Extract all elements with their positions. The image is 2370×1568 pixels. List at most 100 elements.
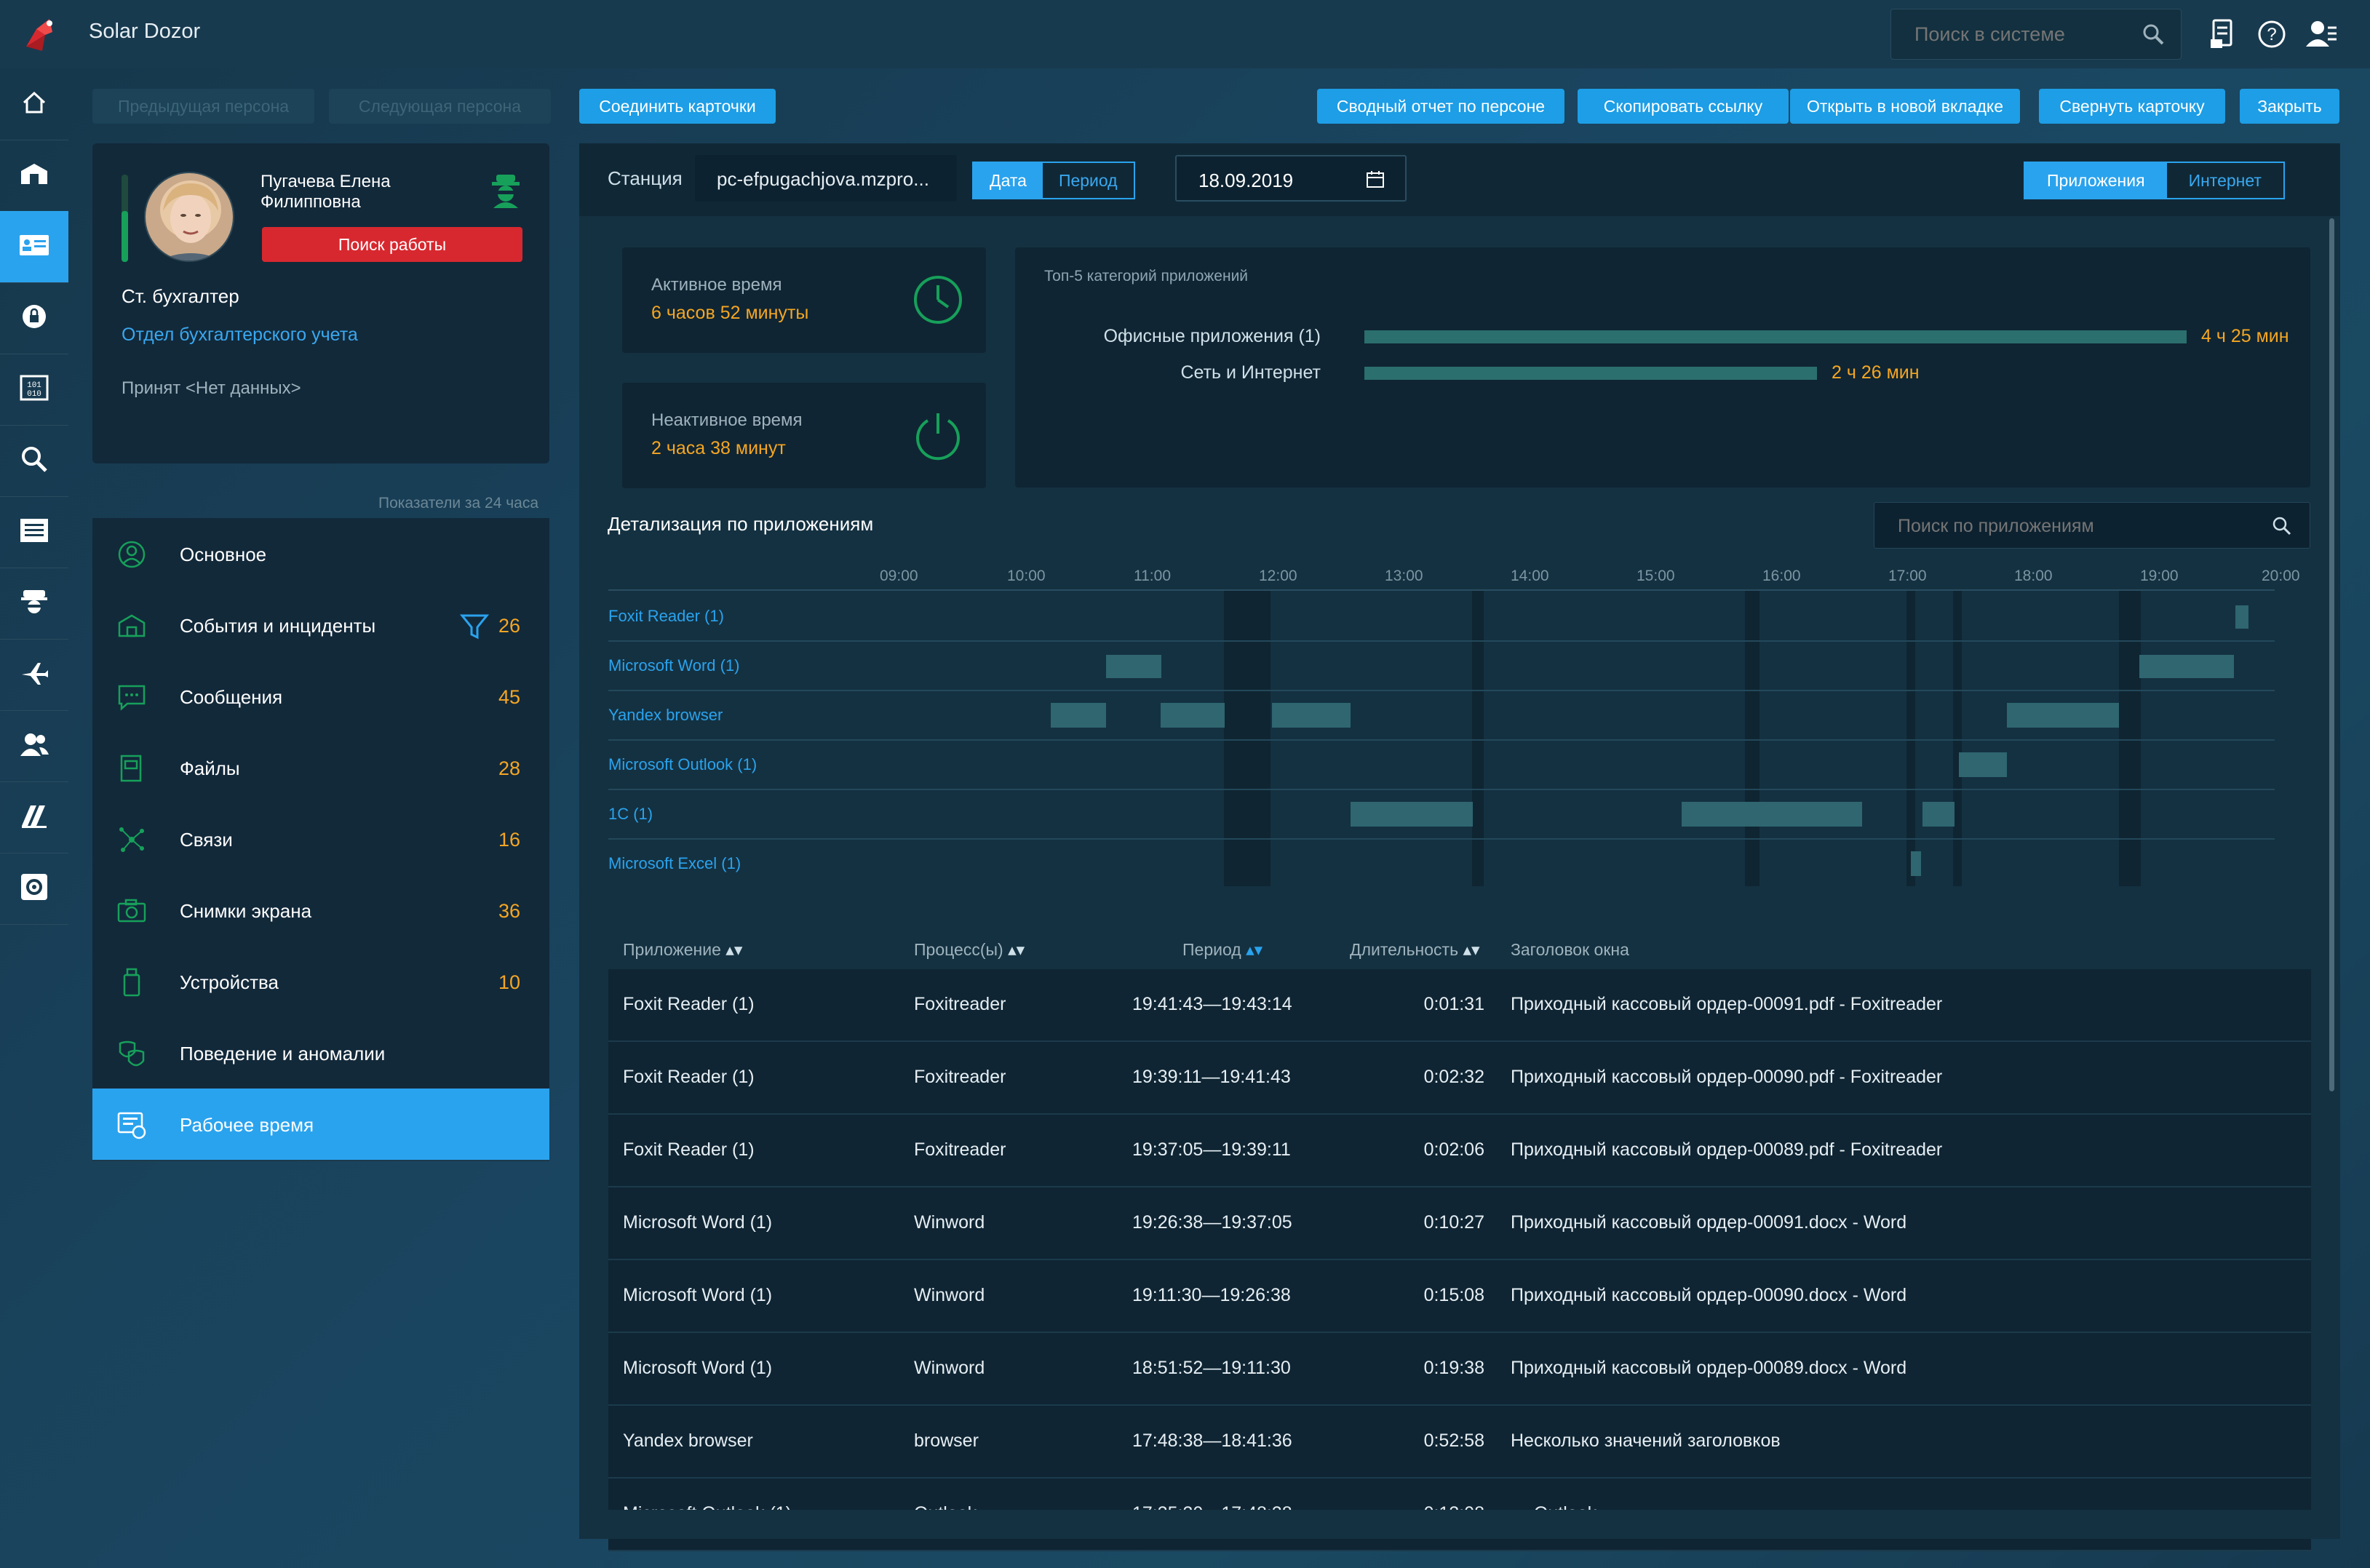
nav-binary[interactable]: 101 010	[0, 354, 68, 426]
menu-item-messages[interactable]: Сообщения 45	[92, 661, 549, 733]
nav-home[interactable]	[0, 68, 68, 140]
nav-search[interactable]	[0, 425, 68, 497]
power-icon	[912, 409, 964, 465]
prev-person-button[interactable]: Предыдущая персона	[92, 89, 314, 124]
nav-library[interactable]	[0, 781, 68, 853]
nav-agents[interactable]	[0, 568, 68, 640]
open-new-tab-button[interactable]: Открыть в новой вкладке	[1790, 89, 2020, 124]
sort-icon[interactable]: ▴▾	[725, 940, 743, 959]
table-row[interactable]: Microsoft Word (1) Winword 19:11:30—19:26:…	[608, 1260, 2311, 1333]
usage-segment[interactable]	[2007, 703, 2119, 728]
cell-process: Winword	[914, 1212, 985, 1233]
sort-icon[interactable]: ▴▾	[1246, 940, 1263, 959]
top5-categories-card: Топ-5 категорий приложений Офисные прило…	[1015, 247, 2310, 487]
table-row[interactable]: Foxit Reader (1) Foxitreader 19:41:43—19:4…	[608, 969, 2311, 1042]
sort-icon[interactable]: ▴▾	[1008, 940, 1025, 959]
cell-app: Foxit Reader (1)	[623, 1139, 755, 1160]
network-icon	[117, 825, 146, 854]
timeline-row-label[interactable]: Microsoft Excel (1)	[608, 854, 741, 872]
table-row[interactable]: Foxit Reader (1) Foxitreader 19:37:05—19:3…	[608, 1115, 2311, 1187]
summary-report-button[interactable]: Сводный отчет по персоне	[1317, 89, 1564, 124]
menu-item-worktime[interactable]: Рабочее время	[92, 1089, 549, 1161]
nav-users[interactable]	[0, 710, 68, 782]
copy-link-button[interactable]: Скопировать ссылку	[1578, 89, 1789, 124]
inactive-shade	[2119, 591, 2141, 886]
menu-item-links[interactable]: Связи 16	[92, 803, 549, 876]
search-icon[interactable]	[2142, 23, 2165, 49]
collapse-card-button[interactable]: Свернуть карточку	[2039, 89, 2225, 124]
cell-duration: 0:52:58	[1423, 1430, 1484, 1451]
global-search[interactable]	[1890, 9, 2182, 60]
avatar	[144, 172, 234, 262]
column-header-app[interactable]: Приложение ▴▾	[623, 940, 743, 959]
date-picker[interactable]: 18.09.2019	[1175, 155, 1407, 202]
column-header-duration[interactable]: Длительность ▴▾	[1350, 940, 1480, 959]
menu-item-label: Рабочее время	[180, 1114, 314, 1136]
menu-item-count: 36	[498, 900, 520, 922]
calendar-icon[interactable]	[1366, 170, 1385, 194]
filter-icon[interactable]	[459, 613, 490, 644]
app-search[interactable]	[1874, 502, 2310, 549]
timeline-row-label[interactable]: Microsoft Outlook (1)	[608, 755, 757, 773]
table-row[interactable]: Microsoft Word (1) Winword 19:26:38—19:37:…	[608, 1187, 2311, 1260]
user-settings-icon[interactable]	[2303, 16, 2339, 52]
menu-item-devices[interactable]: Устройства 10	[92, 946, 549, 1019]
solar-dozor-logo[interactable]	[20, 13, 63, 55]
merge-cards-button[interactable]: Соединить карточки	[579, 89, 776, 124]
date-mode-button[interactable]: Дата	[974, 163, 1043, 198]
menu-item-behavior[interactable]: Поведение и аномалии	[92, 1017, 549, 1090]
table-row[interactable]: Microsoft Word (1) Winword 18:51:52—19:11:…	[608, 1333, 2311, 1406]
menu-item-main[interactable]: Основное	[92, 518, 549, 591]
usage-segment[interactable]	[1106, 655, 1161, 678]
menu-item-files[interactable]: Файлы 28	[92, 732, 549, 805]
timeline-row-label[interactable]: Foxit Reader (1)	[608, 607, 724, 625]
usage-segment[interactable]	[1161, 703, 1225, 728]
report-icon[interactable]	[2205, 16, 2241, 52]
menu-item-events[interactable]: События и инциденты 26	[92, 589, 549, 662]
app-title: Solar Dozor	[89, 20, 201, 43]
help-icon[interactable]: ?	[2254, 16, 2290, 52]
active-time-title: Активное время	[651, 275, 782, 295]
scrollbar[interactable]	[2329, 218, 2334, 1091]
hour-tick: 11:00	[1134, 568, 1171, 584]
usage-segment[interactable]	[1682, 802, 1862, 827]
apps-view-button[interactable]: Приложения	[2025, 163, 2167, 198]
usage-segment[interactable]	[1051, 703, 1106, 728]
nav-reports[interactable]	[0, 496, 68, 568]
sort-icon[interactable]: ▴▾	[1463, 940, 1480, 959]
search-icon[interactable]	[2272, 516, 2292, 540]
nav-persons[interactable]	[0, 211, 68, 283]
usage-segment[interactable]	[1959, 752, 2007, 777]
usage-segment[interactable]	[2139, 655, 2234, 678]
station-select[interactable]: pc-efpugachjova.mzpro...	[695, 155, 957, 202]
timeline-row-label[interactable]: 1С (1)	[608, 805, 653, 823]
cell-window-title: Приходный кассовый ордер-00090.pdf - Fox…	[1511, 1067, 1943, 1087]
column-header-period[interactable]: Период ▴▾	[1182, 940, 1263, 959]
global-search-input[interactable]	[1913, 23, 2134, 47]
usage-segment[interactable]	[1272, 703, 1351, 728]
department-link[interactable]: Отдел бухгалтерского учета	[122, 325, 358, 345]
close-button[interactable]: Закрыть	[2240, 89, 2339, 124]
hour-tick: 15:00	[1637, 568, 1675, 584]
next-person-button[interactable]: Следующая персона	[329, 89, 551, 124]
timeline-row-label[interactable]: Microsoft Word (1)	[608, 656, 740, 674]
table-row[interactable]: Foxit Reader (1) Foxitreader 19:39:11—19:4…	[608, 1042, 2311, 1115]
nav-travel[interactable]	[0, 639, 68, 711]
column-header-process[interactable]: Процесс(ы) ▴▾	[914, 940, 1025, 959]
nav-security[interactable]	[0, 282, 68, 354]
nav-settings[interactable]	[0, 853, 68, 925]
usage-segment[interactable]	[1911, 851, 1921, 876]
column-header-window-title: Заголовок окна	[1511, 940, 1629, 959]
id-card-icon	[18, 232, 50, 262]
menu-item-screenshots[interactable]: Снимки экрана 36	[92, 875, 549, 947]
table-row[interactable]: Yandex browser browser 17:48:38—18:41:36 0:…	[608, 1406, 2311, 1479]
timeline-row-label[interactable]: Yandex browser	[608, 706, 723, 724]
usage-segment[interactable]	[1922, 802, 1955, 827]
internet-view-button[interactable]: Интернет	[2188, 170, 2262, 190]
app-search-input[interactable]	[1896, 515, 2248, 538]
inactive-time-title: Неактивное время	[651, 410, 803, 430]
usage-segment[interactable]	[1351, 802, 1473, 827]
period-mode-button[interactable]: Период	[1058, 170, 1118, 190]
nav-events[interactable]	[0, 140, 68, 212]
usage-segment[interactable]	[2235, 605, 2248, 629]
